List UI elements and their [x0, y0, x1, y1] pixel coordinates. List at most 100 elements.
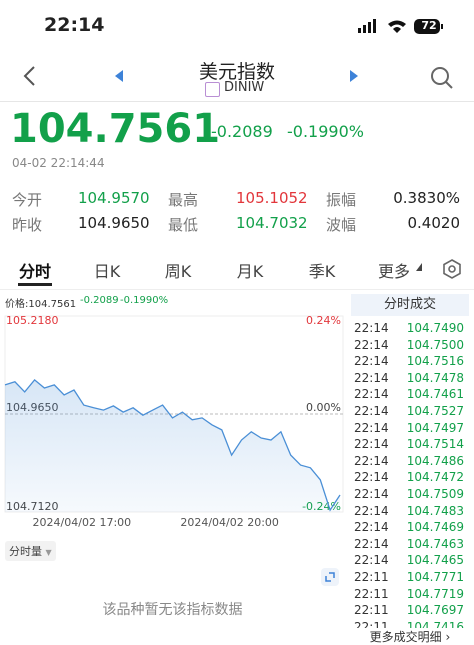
y-tick-label: 105.2180 [6, 314, 59, 327]
x-tick-label: 2024/04/02 17:00 [33, 516, 132, 529]
trade-price: 104.7490 [406, 321, 464, 335]
change-pct: -0.1990% [287, 122, 364, 141]
stat-label: 最高 [168, 191, 199, 209]
trade-row: 22:11 104.7719 [352, 587, 468, 603]
trade-row: 22:14 104.7490 [352, 321, 468, 337]
trade-row: 22:14 104.7472 [352, 470, 468, 486]
trades-more-label: 更多成交明细 [369, 630, 442, 644]
trade-time: 22:14 [354, 420, 389, 435]
price-line [4, 378, 341, 512]
tab[interactable]: 季K [308, 262, 336, 281]
search-button[interactable] [430, 66, 454, 90]
trade-row: 22:14 104.7469 [352, 520, 468, 536]
change: -0.2089 [211, 122, 273, 141]
trade-time: 22:14 [354, 370, 389, 385]
trade-price: 104.7486 [406, 453, 464, 468]
stat-label: 波幅 [326, 216, 357, 234]
divider [0, 289, 474, 290]
x-tick-label: 2024/04/02 20:00 [180, 516, 279, 529]
trade-price: 104.7514 [406, 437, 464, 452]
header-title: 美元指数 [198, 61, 275, 83]
trade-time: 22:14 [354, 354, 389, 369]
trade-time: 22:11 [354, 586, 389, 601]
trade-price: 104.7697 [406, 603, 464, 618]
trade-price: 104.7472 [406, 470, 464, 485]
stat-value: 105.1052 [236, 189, 308, 207]
quote-time: 04-02 22:14:44 [12, 156, 105, 170]
trade-time: 22:14 [354, 536, 389, 551]
next-button[interactable] [348, 69, 360, 83]
trade-row: 22:14 104.7516 [352, 354, 468, 370]
tab[interactable]: 周K [164, 262, 192, 281]
status-icons [358, 19, 443, 34]
chart-info-change-pct: -0.1990% [120, 295, 169, 306]
trade-time: 22:11 [354, 603, 389, 618]
trade-time: 22:11 [354, 570, 389, 584]
trade-price: 104.7509 [406, 487, 464, 501]
trade-price: 104.7465 [406, 553, 464, 568]
status-time: 22:14 [44, 14, 105, 36]
trade-price: 104.7478 [406, 370, 464, 385]
stat-value: 0.3830% [393, 189, 460, 207]
tab[interactable]: 分时 [18, 262, 52, 281]
trade-time: 22:14 [354, 387, 389, 402]
trade-row: 22:14 104.7500 [352, 338, 468, 354]
y2-tick-label: 0.24% [306, 314, 341, 327]
divider [0, 101, 474, 102]
trade-row: 22:14 104.7486 [352, 454, 468, 470]
trade-row: 22:14 104.7509 [352, 487, 468, 503]
chart-info-change: -0.2089 [80, 295, 119, 306]
stat-label: 今开 [12, 191, 43, 209]
trade-price: 104.7771 [406, 570, 464, 584]
trade-row: 22:14 104.7527 [352, 404, 468, 420]
intraday-chart: 105.2180104.9650104.71200.24%0.00%-0.24%… [4, 314, 344, 529]
tab[interactable]: 更多 [377, 262, 411, 281]
volume-selector[interactable]: 分时量 ▼ [5, 541, 56, 561]
trade-price: 104.7500 [406, 337, 464, 352]
volume-empty: 该品种暂无该指标数据 [102, 602, 243, 618]
volume-selector-label: 分时量 [9, 545, 42, 558]
trade-row: 22:14 104.7497 [352, 421, 468, 437]
trade-time: 22:14 [354, 470, 389, 485]
header-code: DINIW [224, 80, 265, 95]
trade-row: 22:11 104.7697 [352, 603, 468, 619]
price-area [5, 379, 340, 512]
stat-label: 最低 [168, 216, 199, 234]
prev-button[interactable] [113, 69, 125, 83]
trade-row: 22:14 104.7483 [352, 504, 468, 520]
trade-time: 22:14 [354, 503, 389, 518]
trades-title: 分时成交 [351, 294, 469, 316]
trade-row: 22:14 104.7461 [352, 387, 468, 403]
trade-price: 104.7497 [406, 420, 464, 435]
trade-price: 104.7483 [406, 503, 464, 518]
trade-time: 22:14 [354, 487, 389, 501]
trades-more[interactable]: 更多成交明细 › [351, 628, 469, 644]
back-button[interactable] [20, 64, 40, 88]
trade-row: 22:14 104.7465 [352, 553, 468, 569]
stat-label: 振幅 [326, 191, 357, 209]
trade-price: 104.7527 [406, 404, 464, 418]
trade-price: 104.7469 [406, 520, 464, 535]
tab[interactable]: 日K [93, 262, 121, 281]
tab-indicator [18, 283, 52, 286]
trade-price: 104.7461 [406, 387, 464, 402]
settings-button[interactable] [441, 258, 463, 280]
trade-time: 22:14 [354, 453, 389, 468]
tab[interactable]: 月K [236, 262, 264, 281]
more-arrow [416, 263, 422, 271]
stat-label: 昨收 [12, 216, 43, 234]
trade-price: 104.7463 [406, 536, 464, 551]
trade-price: 104.7719 [406, 586, 464, 601]
trade-price: 104.7516 [406, 354, 464, 369]
stat-value: 104.7032 [236, 214, 308, 232]
expand-button[interactable] [320, 567, 340, 587]
market-badge [205, 82, 220, 97]
chart-info-price: 价格:104.7561 [5, 299, 77, 310]
price: 104.7561 [10, 106, 221, 152]
trade-time: 22:14 [354, 437, 389, 452]
trade-time: 22:14 [354, 553, 389, 568]
stat-value: 0.4020 [407, 214, 461, 232]
trade-row: 22:14 104.7514 [352, 437, 468, 453]
